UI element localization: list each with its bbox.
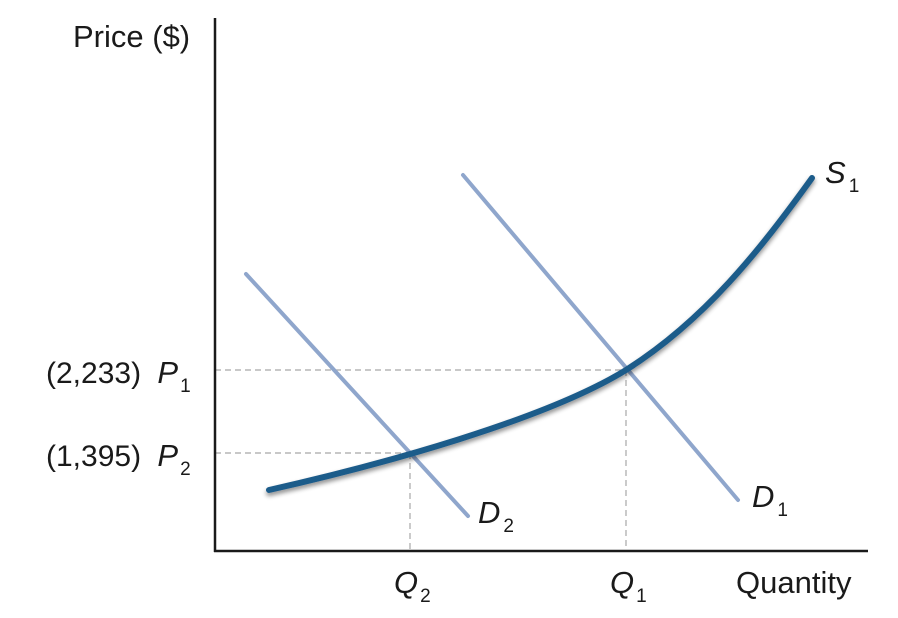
q2-symbol: Q bbox=[394, 565, 418, 600]
p2-subscript: 2 bbox=[180, 459, 191, 480]
d2-subscript: 2 bbox=[503, 516, 514, 537]
q1-subscript: 1 bbox=[636, 586, 647, 607]
x-axis-label: Quantity bbox=[736, 565, 852, 600]
p2-value: (1,395) bbox=[46, 440, 141, 473]
s1-subscript: 1 bbox=[849, 176, 860, 197]
y-axis-label: Price ($) bbox=[73, 19, 190, 54]
p1-subscript: 1 bbox=[180, 376, 191, 397]
s1-symbol: S bbox=[825, 155, 846, 190]
p1-symbol: P bbox=[157, 355, 178, 390]
demand-curve-1 bbox=[461, 173, 740, 502]
q1-symbol: Q bbox=[610, 565, 634, 600]
svg-text:(2,233) P1: (2,233) P1 bbox=[46, 355, 191, 397]
axes bbox=[213, 18, 868, 553]
guide-lines bbox=[215, 369, 627, 551]
demand-curve-2 bbox=[244, 272, 470, 518]
d1-symbol: D bbox=[752, 479, 774, 514]
q2-subscript: 2 bbox=[420, 586, 431, 607]
p1-value: (2,233) bbox=[46, 357, 141, 390]
d2-symbol: D bbox=[478, 495, 500, 530]
svg-text:(1,395) P2: (1,395) P2 bbox=[46, 438, 191, 480]
supply-curve bbox=[266, 175, 815, 493]
d1-subscript: 1 bbox=[777, 500, 788, 521]
p2-symbol: P bbox=[157, 438, 178, 473]
